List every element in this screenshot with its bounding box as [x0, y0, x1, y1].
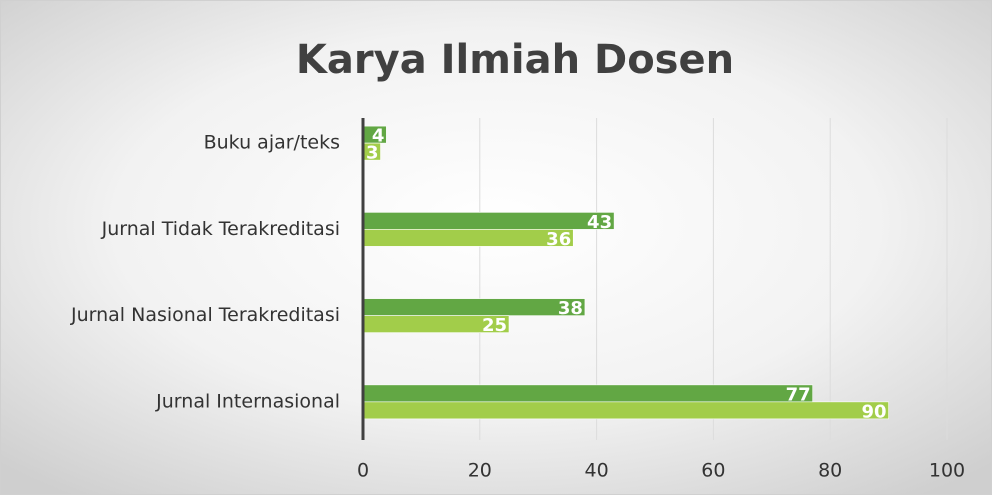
- data-label: 25: [482, 315, 507, 336]
- y-tick-label: Jurnal Internasional: [155, 390, 340, 412]
- bar: [362, 401, 889, 420]
- x-tick-label: 80: [818, 460, 842, 482]
- data-label: 90: [862, 401, 887, 422]
- data-label: 77: [786, 384, 811, 405]
- x-tick-label: 40: [585, 460, 609, 482]
- y-tick-label: Jurnal Nasional Terakreditasi: [70, 304, 340, 326]
- data-label: 36: [546, 229, 571, 250]
- x-tick-label: 100: [929, 460, 965, 482]
- bar: [362, 229, 574, 247]
- bar: [362, 298, 586, 316]
- bar: [362, 384, 813, 403]
- bar: [362, 212, 615, 230]
- data-label: 38: [558, 298, 583, 319]
- x-tick-label: 20: [468, 460, 492, 482]
- y-tick-label: Buku ajar/teks: [204, 132, 340, 154]
- data-label: 4: [372, 126, 385, 147]
- y-tick-label: Jurnal Tidak Terakreditasi: [101, 218, 340, 240]
- data-label: 43: [587, 212, 612, 233]
- data-label: 3: [366, 143, 379, 164]
- x-tick-label: 60: [701, 460, 725, 482]
- x-tick-label: 0: [357, 460, 369, 482]
- chart-title: Karya Ilmiah Dosen: [296, 37, 734, 83]
